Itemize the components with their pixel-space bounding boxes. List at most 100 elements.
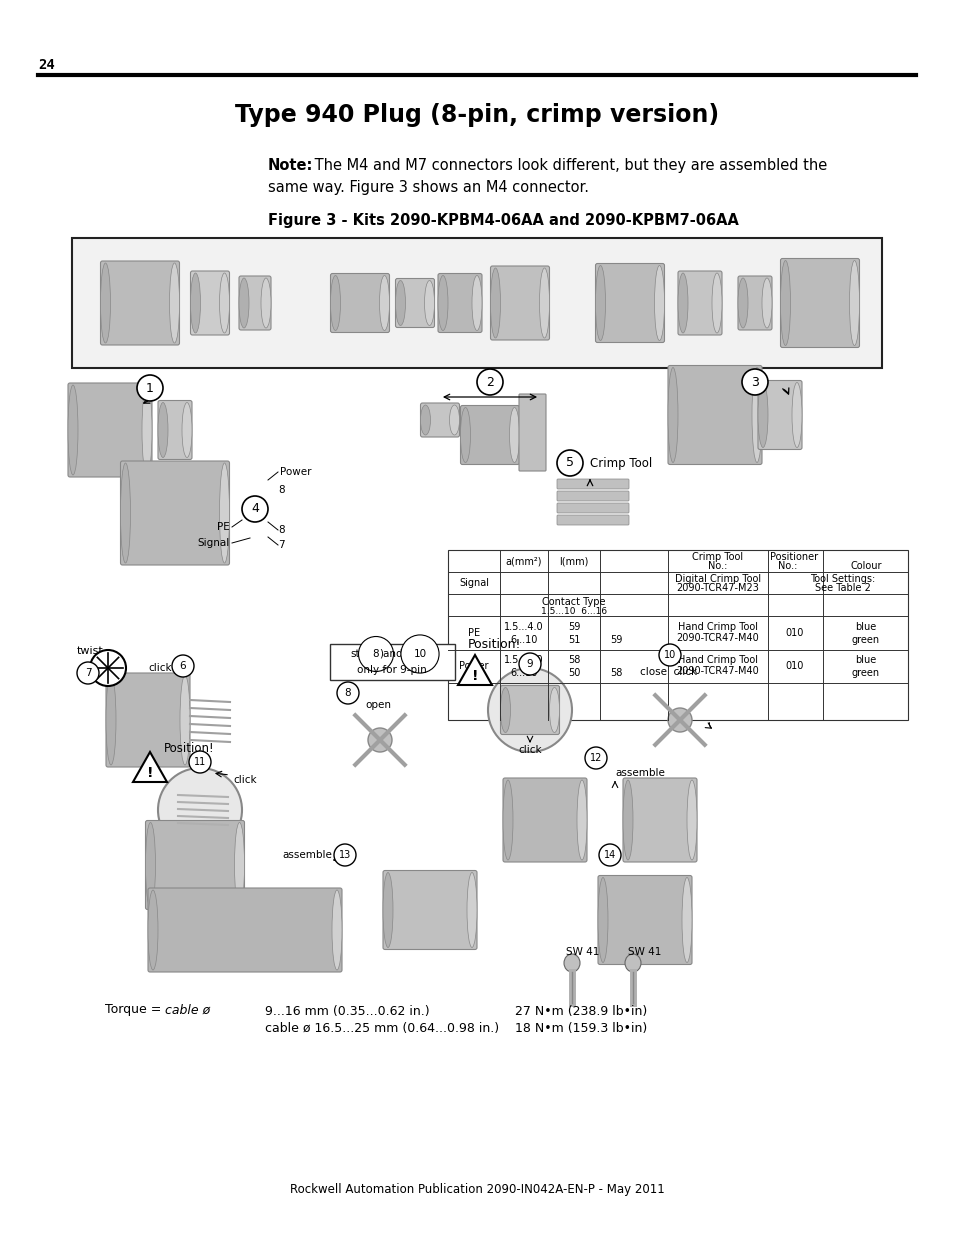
Text: Crimp Tool: Crimp Tool	[692, 552, 742, 562]
Text: blue: blue	[855, 655, 876, 664]
Text: 010: 010	[785, 629, 803, 638]
Ellipse shape	[711, 273, 721, 333]
FancyBboxPatch shape	[146, 820, 244, 909]
FancyBboxPatch shape	[148, 888, 341, 972]
Text: 5: 5	[565, 457, 574, 469]
FancyBboxPatch shape	[595, 263, 664, 342]
Text: Torque =: Torque =	[105, 1004, 161, 1016]
Text: SW 41: SW 41	[628, 947, 661, 957]
Circle shape	[598, 844, 620, 866]
Ellipse shape	[622, 781, 633, 860]
Circle shape	[336, 682, 358, 704]
Circle shape	[334, 844, 355, 866]
FancyBboxPatch shape	[68, 383, 152, 477]
Ellipse shape	[490, 268, 500, 338]
Ellipse shape	[780, 261, 790, 346]
Ellipse shape	[654, 266, 664, 341]
Text: 10: 10	[413, 650, 426, 659]
Text: 58: 58	[567, 655, 579, 664]
Ellipse shape	[467, 872, 476, 947]
Ellipse shape	[382, 872, 393, 947]
Ellipse shape	[751, 368, 761, 462]
Text: assemble: assemble	[615, 768, 664, 778]
Circle shape	[172, 655, 193, 677]
Ellipse shape	[142, 385, 152, 475]
Circle shape	[659, 643, 680, 666]
Text: 8: 8	[277, 525, 284, 535]
Text: 3: 3	[750, 375, 759, 389]
FancyBboxPatch shape	[490, 266, 549, 340]
Ellipse shape	[180, 676, 190, 764]
Text: Hand Crimp Tool: Hand Crimp Tool	[678, 622, 758, 632]
Text: No.:: No.:	[778, 561, 797, 571]
Text: 14: 14	[603, 850, 616, 860]
FancyBboxPatch shape	[330, 643, 455, 680]
FancyBboxPatch shape	[106, 673, 190, 767]
Text: Contact Type: Contact Type	[541, 597, 605, 606]
Ellipse shape	[420, 405, 430, 435]
Circle shape	[137, 375, 163, 401]
Ellipse shape	[261, 278, 271, 329]
Text: Position!: Position!	[164, 741, 214, 755]
FancyBboxPatch shape	[460, 405, 519, 464]
Text: 2: 2	[485, 375, 494, 389]
Text: Digital Crimp Tool: Digital Crimp Tool	[674, 574, 760, 584]
Text: l(mm): l(mm)	[558, 556, 588, 566]
Ellipse shape	[681, 878, 691, 962]
Ellipse shape	[424, 280, 434, 326]
Ellipse shape	[848, 261, 859, 346]
Ellipse shape	[219, 273, 230, 333]
Text: Signal: Signal	[458, 578, 489, 588]
Ellipse shape	[549, 688, 558, 732]
Ellipse shape	[539, 268, 549, 338]
FancyBboxPatch shape	[395, 279, 434, 327]
Text: 4: 4	[251, 503, 258, 515]
Ellipse shape	[761, 278, 771, 329]
Text: 1: 1	[146, 382, 153, 394]
Text: SW 41: SW 41	[566, 947, 599, 957]
FancyBboxPatch shape	[557, 492, 628, 501]
Text: twist: twist	[76, 646, 103, 656]
Ellipse shape	[758, 383, 767, 447]
Text: 50: 50	[567, 668, 579, 678]
Ellipse shape	[239, 278, 249, 329]
Ellipse shape	[577, 781, 586, 860]
Text: PE: PE	[468, 629, 479, 638]
Text: Tool Settings:: Tool Settings:	[809, 574, 875, 584]
Circle shape	[518, 653, 540, 676]
Text: Power: Power	[280, 467, 312, 477]
FancyBboxPatch shape	[598, 876, 691, 965]
Text: !: !	[471, 669, 477, 683]
FancyBboxPatch shape	[758, 380, 801, 450]
Ellipse shape	[106, 676, 116, 764]
Text: same way. Figure 3 shows an M4 connector.: same way. Figure 3 shows an M4 connector…	[268, 180, 588, 195]
Text: 010: 010	[785, 661, 803, 671]
Ellipse shape	[219, 463, 230, 563]
Ellipse shape	[449, 405, 459, 435]
Text: 11: 11	[193, 757, 206, 767]
Text: 58: 58	[609, 668, 621, 678]
Text: 8: 8	[344, 688, 351, 698]
Text: only for 9-pin: only for 9-pin	[356, 664, 426, 676]
FancyBboxPatch shape	[437, 273, 481, 332]
Ellipse shape	[182, 403, 192, 457]
FancyBboxPatch shape	[158, 400, 192, 459]
Ellipse shape	[502, 781, 513, 860]
Text: The M4 and M7 connectors look different, but they are assembled the: The M4 and M7 connectors look different,…	[310, 158, 826, 173]
Circle shape	[667, 708, 691, 732]
Text: a(mm²): a(mm²)	[505, 556, 541, 566]
FancyBboxPatch shape	[557, 479, 628, 489]
FancyBboxPatch shape	[120, 461, 230, 564]
Text: Rockwell Automation Publication 2090-IN042A-EN-P - May 2011: Rockwell Automation Publication 2090-IN0…	[290, 1183, 663, 1197]
FancyBboxPatch shape	[678, 270, 721, 335]
Ellipse shape	[791, 383, 801, 447]
Ellipse shape	[595, 266, 605, 341]
FancyBboxPatch shape	[622, 778, 697, 862]
Text: Figure 3 - Kits 2090-KPBM4-06AA and 2090-KPBM7-06AA: Figure 3 - Kits 2090-KPBM4-06AA and 2090…	[268, 212, 739, 228]
Text: 8: 8	[277, 485, 284, 495]
Text: 59: 59	[609, 635, 621, 645]
Ellipse shape	[686, 781, 697, 860]
Text: PE: PE	[217, 522, 230, 532]
Text: 70: 70	[481, 380, 497, 393]
Circle shape	[476, 369, 502, 395]
